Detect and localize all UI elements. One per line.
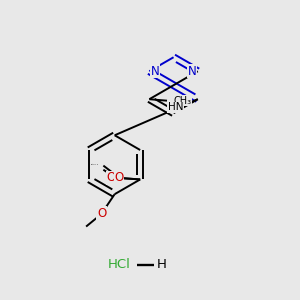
Text: CH₃: CH₃: [174, 96, 192, 106]
Text: O: O: [107, 172, 116, 184]
Text: O: O: [114, 171, 124, 184]
Text: methoxy: methoxy: [91, 164, 97, 165]
Text: HCl: HCl: [108, 258, 130, 271]
Text: HN: HN: [168, 103, 183, 112]
Text: OMe: OMe: [96, 164, 99, 165]
Text: O: O: [97, 207, 106, 220]
Text: N: N: [188, 65, 196, 78]
Text: H: H: [157, 258, 167, 271]
Text: N: N: [151, 65, 160, 78]
